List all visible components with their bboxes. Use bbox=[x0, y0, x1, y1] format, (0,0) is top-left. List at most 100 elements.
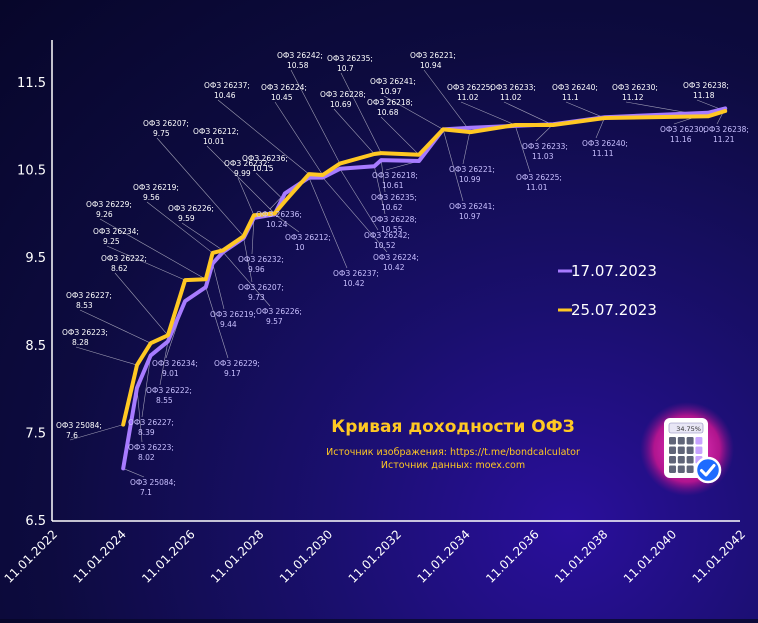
data-point bbox=[552, 123, 555, 126]
data-label-value: 10.68 bbox=[377, 108, 399, 117]
data-label-bond: ОФЗ 26212; bbox=[285, 233, 331, 242]
data-label-bond: ОФЗ 26228; bbox=[320, 90, 366, 99]
data-label-value: 10.45 bbox=[271, 93, 293, 102]
data-point bbox=[122, 467, 125, 470]
calculator-key bbox=[677, 437, 685, 445]
data-label-bond: ОФЗ 26224; bbox=[261, 83, 307, 92]
data-label-bond: ОФЗ 26229; bbox=[214, 359, 260, 368]
label-leader bbox=[274, 101, 323, 176]
data-point bbox=[307, 173, 310, 176]
x-tick-label: 11.01.2036 bbox=[483, 527, 541, 585]
label-leader bbox=[423, 69, 471, 133]
data-point bbox=[184, 279, 187, 282]
data-label-value: 10.42 bbox=[383, 263, 405, 272]
data-label-value: 8.53 bbox=[76, 301, 93, 310]
data-label-value: 10.58 bbox=[287, 61, 309, 70]
data-label-value: 9.57 bbox=[266, 317, 283, 326]
data-label-bond: ОФЗ 26226; bbox=[168, 204, 214, 213]
checkmark-badge bbox=[694, 456, 722, 484]
legend-label-17-07-2023: 17.07.2023 bbox=[571, 262, 657, 280]
data-point bbox=[184, 300, 187, 303]
label-leader bbox=[595, 117, 606, 139]
data-label-bond: ОФЗ 26222; bbox=[101, 254, 147, 263]
data-label-bond: ОФЗ 26232; bbox=[238, 255, 284, 264]
data-label-bond: ОФЗ 25084; bbox=[56, 421, 102, 430]
data-label-bond: ОФЗ 26230; bbox=[660, 125, 706, 134]
data-point bbox=[442, 128, 445, 131]
data-label-value: 11.02 bbox=[457, 93, 479, 102]
legend-label-25-07-2023: 25.07.2023 bbox=[571, 301, 657, 319]
label-leader bbox=[237, 177, 255, 216]
label-leader bbox=[141, 355, 152, 418]
calculator-key bbox=[669, 456, 676, 464]
data-label-value: 9.44 bbox=[220, 320, 237, 329]
data-label-bond: ОФЗ 26227; bbox=[66, 291, 112, 300]
data-label-bond: ОФЗ 26224; bbox=[373, 253, 419, 262]
data-point bbox=[283, 192, 286, 195]
data-label-bond: ОФЗ 26242; bbox=[364, 231, 410, 240]
label-leader bbox=[380, 160, 386, 193]
data-label-value: 10.97 bbox=[380, 87, 402, 96]
data-label-bond: ОФЗ 26230; bbox=[612, 83, 658, 92]
data-label-value: 8.28 bbox=[72, 338, 89, 347]
data-label-value: 9.56 bbox=[143, 193, 160, 202]
calculator-key bbox=[677, 465, 685, 473]
data-label-value: 9.99 bbox=[234, 169, 251, 178]
data-label-value: 10.46 bbox=[214, 91, 236, 100]
data-point bbox=[221, 249, 224, 252]
data-point bbox=[603, 116, 606, 119]
data-point bbox=[135, 364, 138, 367]
series-lines bbox=[121, 106, 728, 471]
calculator-key bbox=[677, 446, 685, 454]
data-label-value: 10.52 bbox=[374, 241, 396, 250]
image-source-text: Источник изображения: https://t.me/bondc… bbox=[326, 447, 580, 458]
label-leader bbox=[123, 468, 145, 478]
data-label-bond: ОФЗ 26242; bbox=[277, 51, 323, 60]
data-label-bond: ОФЗ 26222; bbox=[146, 386, 192, 395]
data-label-value: 10.61 bbox=[382, 181, 404, 190]
data-label-bond: ОФЗ 26237; bbox=[204, 81, 250, 90]
data-point bbox=[514, 123, 517, 126]
data-label-value: 10.94 bbox=[420, 61, 442, 70]
data-label-value: 9.01 bbox=[162, 369, 179, 378]
label-leader bbox=[114, 272, 169, 336]
calculator-key bbox=[686, 437, 694, 445]
x-tick-label: 11.01.2024 bbox=[70, 527, 128, 585]
series-line-17-07-2023 bbox=[121, 106, 728, 471]
data-label-bond: ОФЗ 26235; bbox=[371, 193, 417, 202]
calculator-key bbox=[686, 465, 694, 473]
label-leader bbox=[222, 251, 271, 307]
label-leader bbox=[136, 387, 143, 443]
x-tick-label: 11.01.2038 bbox=[552, 527, 610, 585]
data-label-value: 11.21 bbox=[713, 135, 735, 144]
label-leader bbox=[515, 125, 531, 173]
data-label-value: 10.24 bbox=[266, 220, 288, 229]
data-label-value: 8.55 bbox=[156, 396, 173, 405]
data-point bbox=[204, 278, 207, 281]
calculator-logo: 34.75% bbox=[640, 402, 734, 496]
calculator-key bbox=[669, 465, 676, 473]
data-point bbox=[380, 152, 383, 155]
label-leader bbox=[460, 101, 516, 126]
data-point bbox=[724, 109, 727, 112]
calculator-key bbox=[669, 446, 676, 454]
series-line-25-07-2023 bbox=[121, 109, 728, 427]
chart-title: Кривая доходности ОФЗ bbox=[331, 417, 574, 437]
data-label-value: 9.17 bbox=[224, 369, 241, 378]
label-leader bbox=[79, 309, 151, 344]
data-label-value: 7.6 bbox=[66, 431, 78, 440]
data-point bbox=[211, 251, 214, 254]
data-label-bond: ОФЗ 26207; bbox=[143, 119, 189, 128]
data-label-value: 11.12 bbox=[622, 93, 644, 102]
label-leader bbox=[205, 287, 229, 359]
label-leader bbox=[181, 222, 224, 251]
data-label-value: 10 bbox=[295, 243, 305, 252]
label-leader bbox=[290, 69, 341, 164]
label-leader bbox=[159, 341, 169, 386]
label-leader bbox=[243, 237, 253, 283]
data-label-bond: ОФЗ 26238; bbox=[683, 81, 729, 90]
data-label-value: 8.62 bbox=[111, 264, 128, 273]
data-label-bond: ОФЗ 26234; bbox=[93, 227, 139, 236]
label-leader bbox=[442, 129, 464, 202]
